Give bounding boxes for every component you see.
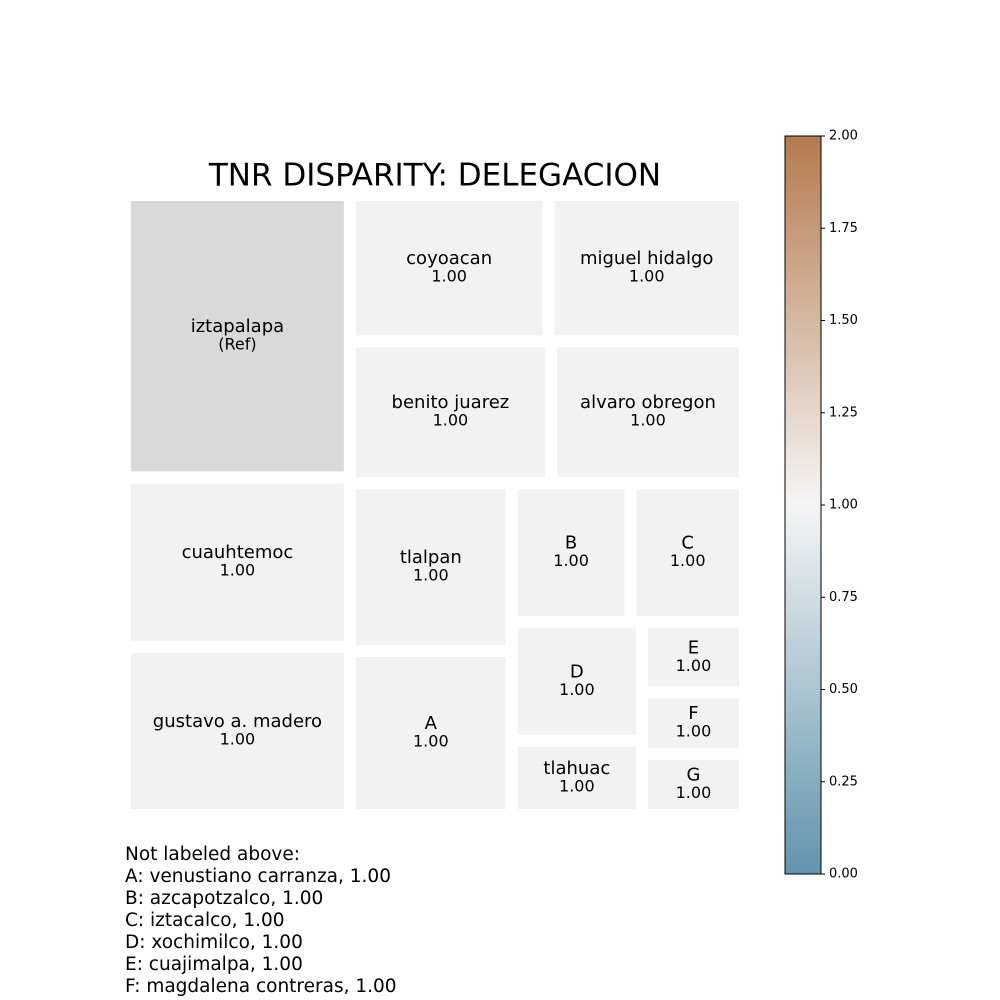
- tile-value: 1.00: [220, 561, 256, 580]
- tile: [355, 657, 506, 809]
- footnote-line: D: xochimilco, 1.00: [125, 932, 303, 953]
- tile: [517, 628, 636, 735]
- tile-label: D: [570, 661, 584, 682]
- tile-label: F: [688, 703, 698, 724]
- tile: [131, 201, 344, 472]
- tile: [556, 347, 739, 478]
- footnote-line: Not labeled above:: [125, 844, 300, 865]
- tile: [355, 201, 543, 336]
- tile-label: E: [688, 637, 699, 658]
- tile-value: 1.00: [413, 566, 449, 585]
- tile-value: 1.00: [413, 732, 449, 751]
- tile-value: 1.00: [433, 411, 469, 430]
- tile-value: 1.00: [630, 411, 666, 430]
- tile: [636, 489, 739, 617]
- tile-value: 1.00: [676, 722, 712, 741]
- tile-label: gustavo a. madero: [153, 711, 322, 732]
- colorbar-tick-label: 0.50: [829, 682, 858, 697]
- tile-label: coyoacan: [406, 248, 492, 269]
- tile: [131, 483, 344, 641]
- tile: [131, 652, 344, 809]
- colorbar-tick-label: 1.25: [829, 405, 858, 420]
- tile-value: 1.00: [559, 680, 595, 699]
- footnote-line: A: venustiano carranza, 1.00: [125, 866, 391, 887]
- tile-label: benito juarez: [392, 392, 510, 413]
- tile-label: tlalpan: [400, 547, 462, 568]
- tile-value: 1.00: [670, 551, 706, 570]
- tile-value: 1.00: [676, 656, 712, 675]
- tile-value: 1.00: [431, 267, 467, 286]
- colorbar-tick-label: 0.00: [829, 867, 858, 882]
- colorbar: [784, 135, 822, 875]
- footnote-line: B: azcapotzalco, 1.00: [125, 888, 323, 909]
- tile: [647, 628, 739, 687]
- chart-title: TNR DISPARITY: DELEGACION: [208, 158, 661, 194]
- tile-label: C: [681, 533, 694, 554]
- tile-value: 1.00: [676, 783, 712, 802]
- tile-value: 1.00: [559, 776, 595, 795]
- tile-value: 1.00: [629, 267, 665, 286]
- tile-label: tlahuac: [543, 758, 610, 779]
- colorbar-tick-label: 0.75: [829, 590, 858, 605]
- tile-value: 1.00: [553, 551, 589, 570]
- tile-label: B: [565, 533, 577, 554]
- tile: [647, 698, 739, 748]
- tile: [554, 201, 739, 336]
- tile-label: alvaro obregon: [580, 392, 716, 413]
- tile: [355, 347, 545, 478]
- tile-label: iztapalapa: [191, 316, 284, 337]
- footnote-line: E: cuajimalpa, 1.00: [125, 954, 303, 975]
- tile-label: miguel hidalgo: [580, 248, 713, 269]
- tile: [517, 489, 625, 617]
- tile-label: cuauhtemoc: [182, 542, 294, 563]
- footnote-line: F: magdalena contreras, 1.00: [125, 976, 397, 997]
- colorbar-tick-label: 2.00: [829, 129, 858, 144]
- colorbar-tick-label: 0.25: [829, 774, 858, 789]
- colorbar-tick-label: 1.75: [829, 221, 858, 236]
- tile: [355, 489, 506, 646]
- tile-value: (Ref): [218, 335, 256, 354]
- tile-label: G: [686, 764, 700, 785]
- footnote-line: C: iztacalco, 1.00: [125, 910, 285, 931]
- colorbar-tick-label: 1.00: [829, 498, 858, 513]
- tile-value: 1.00: [220, 729, 256, 748]
- tile: [517, 746, 636, 809]
- tile: [647, 759, 739, 809]
- tile-label: A: [425, 713, 438, 734]
- colorbar-tick-label: 1.50: [829, 313, 858, 328]
